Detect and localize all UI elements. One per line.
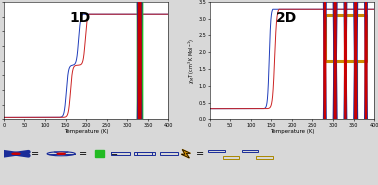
Circle shape: [324, 0, 325, 127]
Text: 2D: 2D: [276, 11, 297, 25]
Text: =: =: [31, 149, 39, 159]
Bar: [137, 0, 143, 185]
X-axis label: Temperature (K): Temperature (K): [270, 129, 314, 134]
Circle shape: [138, 0, 141, 100]
Circle shape: [138, 0, 141, 145]
Circle shape: [365, 0, 367, 127]
Circle shape: [334, 39, 336, 173]
Polygon shape: [181, 149, 191, 158]
Text: 1D: 1D: [70, 11, 91, 25]
Text: =: =: [110, 149, 118, 159]
Circle shape: [355, 39, 356, 173]
Circle shape: [57, 153, 65, 154]
Circle shape: [334, 0, 336, 82]
Text: =: =: [196, 149, 204, 159]
Circle shape: [345, 0, 346, 127]
X-axis label: Temperature (K): Temperature (K): [64, 129, 108, 134]
Circle shape: [355, 0, 356, 82]
Bar: [94, 150, 104, 157]
Circle shape: [138, 21, 141, 185]
Text: =: =: [79, 149, 87, 159]
Bar: [137, 0, 143, 185]
Y-axis label: $\chi_M T$ (cm$^3$ K Mol$^{-1}$): $\chi_M T$ (cm$^3$ K Mol$^{-1}$): [187, 38, 197, 84]
Circle shape: [12, 153, 20, 154]
